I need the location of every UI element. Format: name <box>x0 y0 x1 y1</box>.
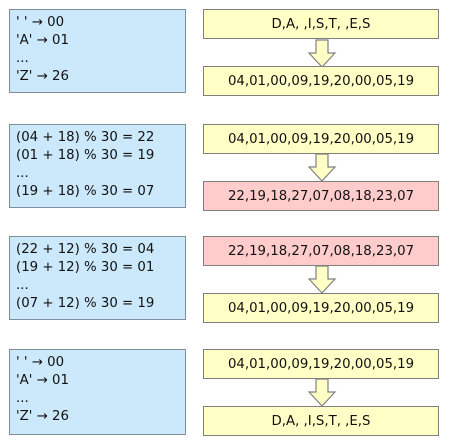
down-arrow-icon <box>307 378 337 407</box>
input-sequence-box-4: 04,01,00,09,19,20,00,05,19 <box>203 349 439 379</box>
left-line: ' ' → 00 <box>16 15 65 30</box>
decrypted-sequence-box: 04,01,00,09,19,20,00,05,19 <box>203 293 439 323</box>
encrypted-sequence-box: 22,19,18,27,07,08,18,23,07 <box>203 181 439 211</box>
input-sequence-box-1: D,A, ,I,S,T, ,E,S <box>203 9 439 39</box>
left-line: 'A' → 01 <box>16 33 69 48</box>
left-line: ... <box>16 391 29 406</box>
subtraction-box: (22 + 12) % 30 = 04 (19 + 12) % 30 = 01 … <box>9 236 186 320</box>
left-line: (19 + 12) % 30 = 01 <box>16 260 155 275</box>
left-line: (22 + 12) % 30 = 04 <box>16 242 155 257</box>
left-line: ... <box>16 51 29 66</box>
down-arrow-icon <box>307 265 337 294</box>
output-sequence-box-1: 04,01,00,09,19,20,00,05,19 <box>203 66 439 96</box>
box-text: 22,19,18,27,07,08,18,23,07 <box>227 243 415 259</box>
addition-box: (04 + 18) % 30 = 22 (01 + 18) % 30 = 19 … <box>9 124 186 208</box>
box-text: 04,01,00,09,19,20,00,05,19 <box>227 356 415 372</box>
box-text: D,A, ,I,S,T, ,E,S <box>271 413 371 429</box>
left-line: ... <box>16 166 29 181</box>
left-line: (01 + 18) % 30 = 19 <box>16 148 155 163</box>
left-line: (07 + 12) % 30 = 19 <box>16 296 155 311</box>
box-text: D,A, ,I,S,T, ,E,S <box>271 16 371 32</box>
left-line: ' ' → 00 <box>16 355 65 370</box>
left-line: ... <box>16 278 29 293</box>
left-line: 'A' → 01 <box>16 373 69 388</box>
mapping-box-1: ' ' → 00 'A' → 01 ... 'Z' → 26 <box>9 9 186 93</box>
left-line: 'Z' → 26 <box>16 69 69 84</box>
down-arrow-icon <box>307 39 337 68</box>
left-line: (19 + 18) % 30 = 07 <box>16 184 155 199</box>
left-line: 'Z' → 26 <box>16 409 69 424</box>
box-text: 04,01,00,09,19,20,00,05,19 <box>227 300 415 316</box>
output-text-box: D,A, ,I,S,T, ,E,S <box>203 406 439 436</box>
box-text: 04,01,00,09,19,20,00,05,19 <box>227 73 415 89</box>
encrypted-input-box: 22,19,18,27,07,08,18,23,07 <box>203 236 439 266</box>
box-text: 22,19,18,27,07,08,18,23,07 <box>227 188 415 204</box>
box-text: 04,01,00,09,19,20,00,05,19 <box>227 131 415 147</box>
left-line: (04 + 18) % 30 = 22 <box>16 130 155 145</box>
mapping-box-2: ' ' → 00 'A' → 01 ... 'Z' → 26 <box>9 349 186 435</box>
down-arrow-icon <box>307 153 337 182</box>
input-sequence-box-2: 04,01,00,09,19,20,00,05,19 <box>203 124 439 154</box>
